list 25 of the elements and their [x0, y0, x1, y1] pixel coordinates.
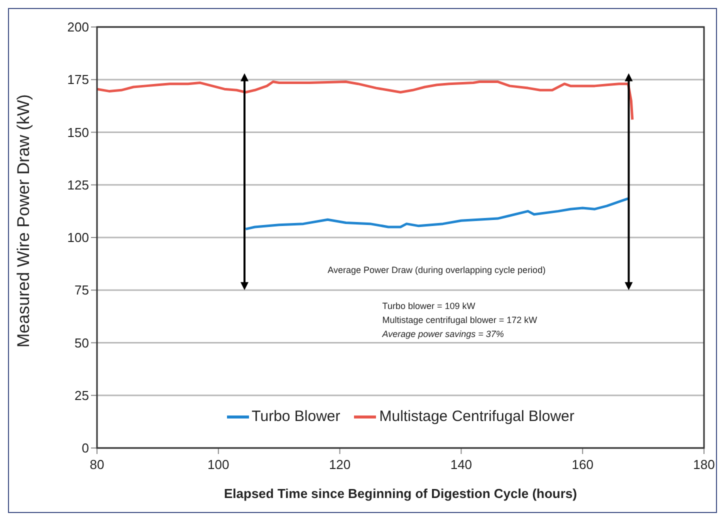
legend-label: Multistage Centrifugal Blower — [379, 408, 574, 425]
y-tick-label: 50 — [74, 335, 89, 350]
y-tick-label: 100 — [67, 230, 89, 246]
annotation: Average Power Draw (during overlapping cycle period) — [326, 265, 547, 276]
x-tick-label: 140 — [450, 457, 472, 472]
line-series — [97, 80, 634, 121]
legend-label: Turbo Blower — [252, 408, 340, 425]
annotation: Average power savings = 37% — [382, 328, 505, 341]
x-tick-label: 100 — [208, 457, 230, 472]
x-tick-label: 180 — [693, 457, 715, 472]
y-tick-label: 200 — [67, 20, 89, 35]
y-tick-label: 150 — [67, 124, 89, 140]
y-axis-title: Measured Wire Power Draw (kW) — [14, 94, 34, 348]
annotation: Turbo blower = 109 kW — [382, 300, 476, 313]
x-tick-label: 120 — [328, 457, 351, 472]
x-axis-title: Elapsed Time since Beginning of Digestion Cycle (hours) — [224, 486, 577, 501]
y-tick-label: 0 — [82, 440, 89, 456]
y-tick-label: 25 — [74, 388, 89, 403]
y-tick-label: 75 — [74, 282, 89, 298]
annotation: Multistage centrifugal blower = 172 kW — [382, 314, 538, 327]
y-tick-label: 175 — [67, 72, 89, 88]
line-series — [244, 197, 630, 230]
x-tick-label: 80 — [90, 457, 104, 472]
x-tick-label: 160 — [572, 457, 594, 472]
y-tick-label: 125 — [67, 177, 89, 192]
